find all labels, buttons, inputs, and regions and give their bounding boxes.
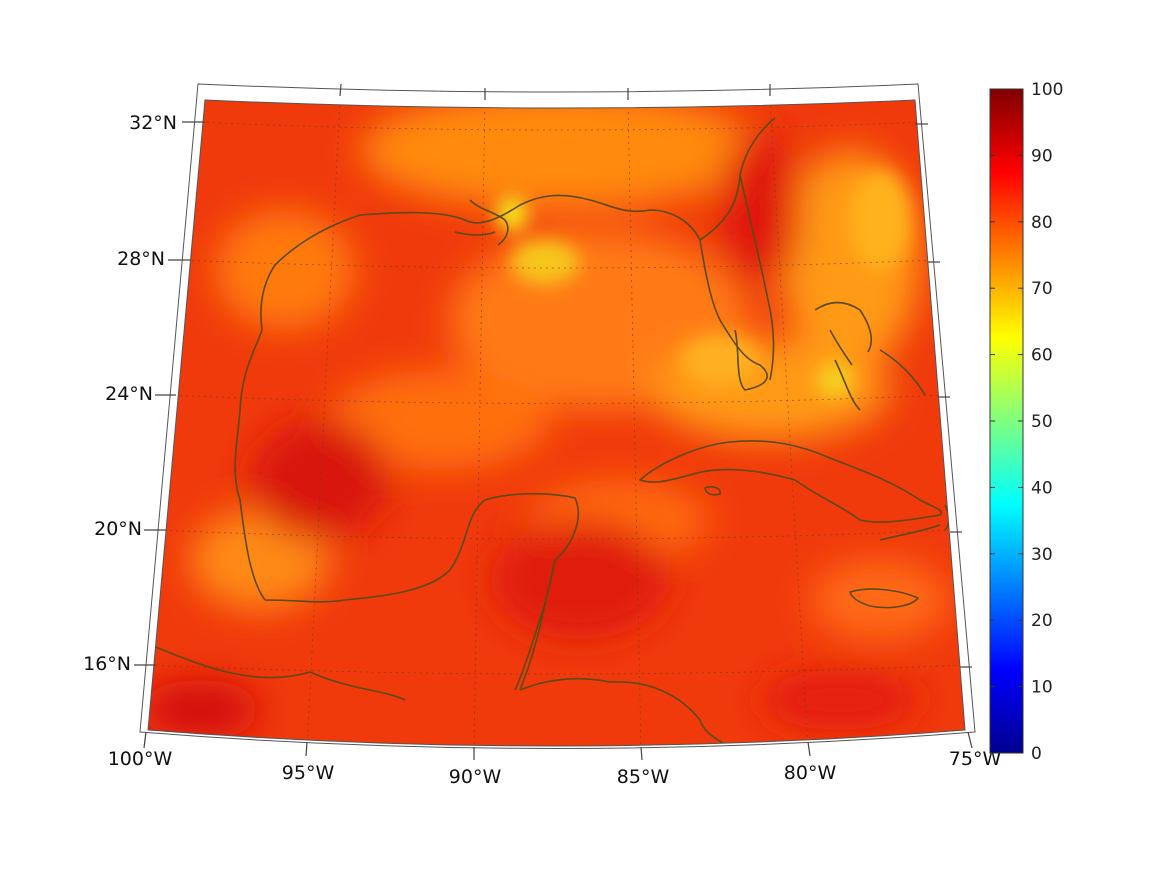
field-yellow-bahamas bbox=[817, 362, 853, 398]
colorbar-label: 30 bbox=[1031, 545, 1053, 565]
tick-95w-top bbox=[339, 83, 342, 97]
meridian-80w bbox=[769, 100, 809, 746]
lon-label-95w: 95°W bbox=[282, 762, 335, 784]
field-red-sw-corner bbox=[148, 680, 260, 740]
parallel-32n bbox=[194, 121, 926, 131]
central-america-coast bbox=[519, 677, 726, 746]
lat-label-28n: 28°N bbox=[117, 248, 165, 270]
colorbar-label: 0 bbox=[1031, 744, 1042, 764]
field-yellow-south-fl bbox=[680, 335, 760, 385]
field-orange-nw bbox=[215, 210, 355, 330]
field-red-south bbox=[760, 670, 920, 730]
frame-outer bbox=[139, 83, 976, 749]
lon-labels: 100°W 95°W 90°W 85°W 80°W 75°W bbox=[108, 748, 1002, 788]
colorbar-label: 50 bbox=[1031, 412, 1053, 432]
lon-label-90w: 90°W bbox=[449, 766, 502, 788]
lon-label-100w: 100°W bbox=[108, 748, 173, 770]
tick-80w bbox=[807, 741, 811, 757]
lat-labels: 32°N 28°N 24°N 20°N 16°N bbox=[83, 112, 177, 675]
parallel-16n bbox=[149, 664, 964, 675]
lat-label-24n: 24°N bbox=[105, 383, 153, 405]
data-field bbox=[148, 100, 965, 746]
colorbar-label: 100 bbox=[1031, 80, 1063, 100]
yucatan-east-coast bbox=[514, 559, 556, 691]
field-yellow-mississippi bbox=[496, 196, 528, 232]
field-red-atlantic bbox=[720, 130, 800, 290]
field-orange-north bbox=[360, 100, 760, 210]
gulf-coast-outline bbox=[149, 117, 776, 701]
lat-label-16n: 16°N bbox=[83, 653, 131, 675]
field-red-bay-campeche bbox=[250, 420, 390, 540]
coastlines bbox=[149, 117, 950, 746]
meridian-95w bbox=[306, 100, 341, 746]
tick-75w bbox=[967, 731, 973, 749]
tick-95w bbox=[305, 741, 308, 757]
lat-label-20n: 20°N bbox=[94, 518, 142, 540]
colorbar-label: 60 bbox=[1031, 346, 1053, 366]
field-orange-se bbox=[810, 560, 950, 640]
field-orange-central-gulf bbox=[330, 370, 550, 470]
map-frame bbox=[139, 83, 976, 749]
lat-label-32n: 32°N bbox=[129, 112, 177, 134]
mississippi-delta bbox=[454, 199, 509, 246]
lon-label-85w: 85°W bbox=[617, 766, 670, 788]
field-yellow-ne-gulf bbox=[510, 240, 580, 284]
colorbar-label: 20 bbox=[1031, 611, 1053, 631]
colorbar-label: 10 bbox=[1031, 678, 1053, 698]
frame-ticks bbox=[134, 83, 973, 761]
bahamas-islands bbox=[814, 301, 926, 411]
colorbar-label: 70 bbox=[1031, 279, 1053, 299]
parallel-20n bbox=[157, 529, 956, 540]
colorbar-label: 40 bbox=[1031, 478, 1053, 498]
parallel-24n bbox=[167, 394, 945, 404]
field-red-yucatan-channel bbox=[490, 520, 670, 640]
lon-label-80w: 80°W bbox=[784, 762, 837, 784]
tick-100w bbox=[143, 731, 147, 749]
field-yellow-florida-east bbox=[850, 170, 910, 270]
florida-atlantic-coast bbox=[739, 174, 775, 381]
colorbar-gradient bbox=[989, 88, 1024, 754]
cuba-outline bbox=[639, 440, 942, 523]
lon-label-75w: 75°W bbox=[949, 748, 1002, 770]
colorbar-label: 80 bbox=[1031, 213, 1053, 233]
frame-inner bbox=[147, 99, 966, 747]
colorbar-label: 90 bbox=[1031, 146, 1053, 166]
cuba-isle-youth bbox=[704, 486, 722, 496]
meridian-85w bbox=[627, 100, 642, 746]
parallel-28n bbox=[179, 259, 936, 269]
jamaica-outline bbox=[849, 588, 919, 609]
tick-85w bbox=[640, 746, 643, 761]
